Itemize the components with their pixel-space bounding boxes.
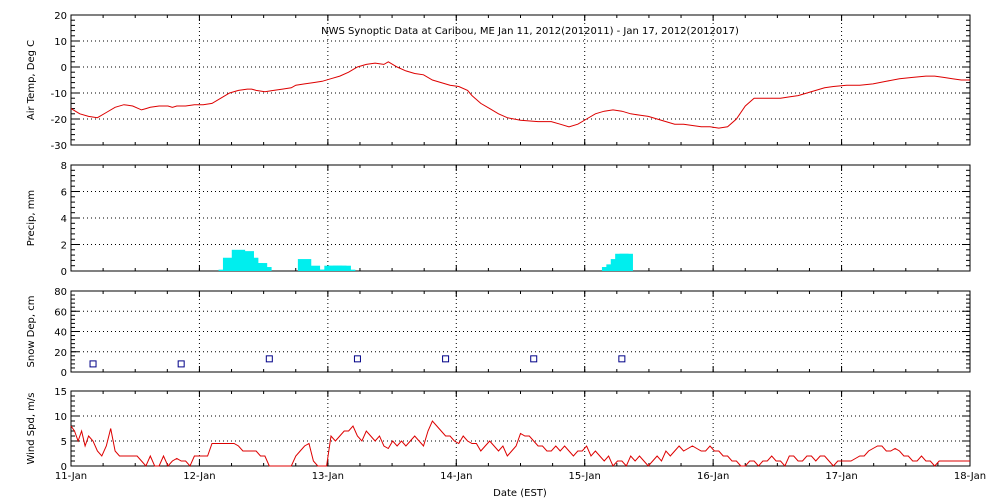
x-tick-label: 17-Jan (825, 471, 857, 482)
panel-1: 20 10 0 -10 -20 -30 Air Temp, Deg C (26, 11, 971, 152)
snow-depth-marker (89, 360, 97, 368)
x-tick-label: 13-Jan (312, 471, 344, 482)
x-tick-label: 15-Jan (569, 471, 601, 482)
y-tick-label: -20 (51, 115, 67, 126)
panel-4: 15 10 5 0 Wind Spd, m/s (26, 387, 971, 473)
y-tick-label: 0 (61, 267, 67, 278)
snow-depth-marker (618, 355, 626, 363)
y-tick-label: 2 (61, 241, 67, 252)
snow-depth-marker (530, 355, 538, 363)
snow-depth-marker (353, 355, 361, 363)
y-tick-label: 40 (54, 328, 67, 339)
data-line (70, 420, 970, 467)
y-tick-label: 80 (54, 287, 67, 298)
y-tick-label: 10 (54, 37, 67, 48)
y-axis-label: Wind Spd, m/s (26, 392, 37, 464)
x-tick-label: 18-Jan (954, 471, 986, 482)
y-tick-label: 60 (54, 307, 67, 318)
x-tick-label: 14-Jan (440, 471, 472, 482)
y-tick-label: 0 (61, 63, 67, 74)
x-tick-labels: 11-Jan 12-Jan 13-Jan 14-Jan 15-Jan 16-Jan 17-J… (55, 471, 986, 482)
panel-3: 80 60 40 20 0 Snow Dep, cm (26, 287, 971, 379)
precip-bar (341, 269, 356, 271)
chart-title: NWS Synoptic Data at Caribou, ME Jan 11,… (321, 26, 739, 37)
y-tick-label: 10 (54, 412, 67, 423)
y-tick-label: 20 (54, 11, 67, 22)
y-axis-label: Air Temp, Deg C (26, 40, 37, 120)
precip-bar (619, 253, 633, 271)
y-tick-label: 15 (54, 387, 67, 398)
x-tick-label: 11-Jan (55, 471, 87, 482)
y-tick-label: 0 (61, 462, 67, 473)
y-axis-label: Precip, mm (26, 190, 37, 246)
precip-bar (306, 265, 321, 271)
y-tick-label: 0 (61, 368, 67, 379)
y-tick-label: 4 (61, 214, 67, 225)
y-tick-label: 20 (54, 348, 67, 359)
precip-bar (258, 267, 272, 271)
y-tick-label: 6 (61, 188, 67, 199)
y-tick-label: -30 (51, 141, 67, 152)
x-tick-label: 16-Jan (697, 471, 729, 482)
panel-2: 8 6 4 2 0 Precip, mm (26, 161, 971, 278)
snow-depth-marker (442, 355, 450, 363)
y-axis-label: Snow Dep, cm (26, 296, 37, 368)
y-tick-label: -10 (51, 89, 67, 100)
x-tick-label: 12-Jan (183, 471, 215, 482)
precip-bar (337, 265, 351, 271)
snow-depth-marker (265, 355, 273, 363)
x-axis-label: Date (EST) (493, 488, 547, 499)
precip-bar (297, 259, 312, 271)
y-tick-label: 8 (61, 161, 67, 172)
data-line (70, 61, 970, 129)
snow-depth-marker (177, 360, 185, 368)
y-tick-label: 5 (61, 437, 67, 448)
